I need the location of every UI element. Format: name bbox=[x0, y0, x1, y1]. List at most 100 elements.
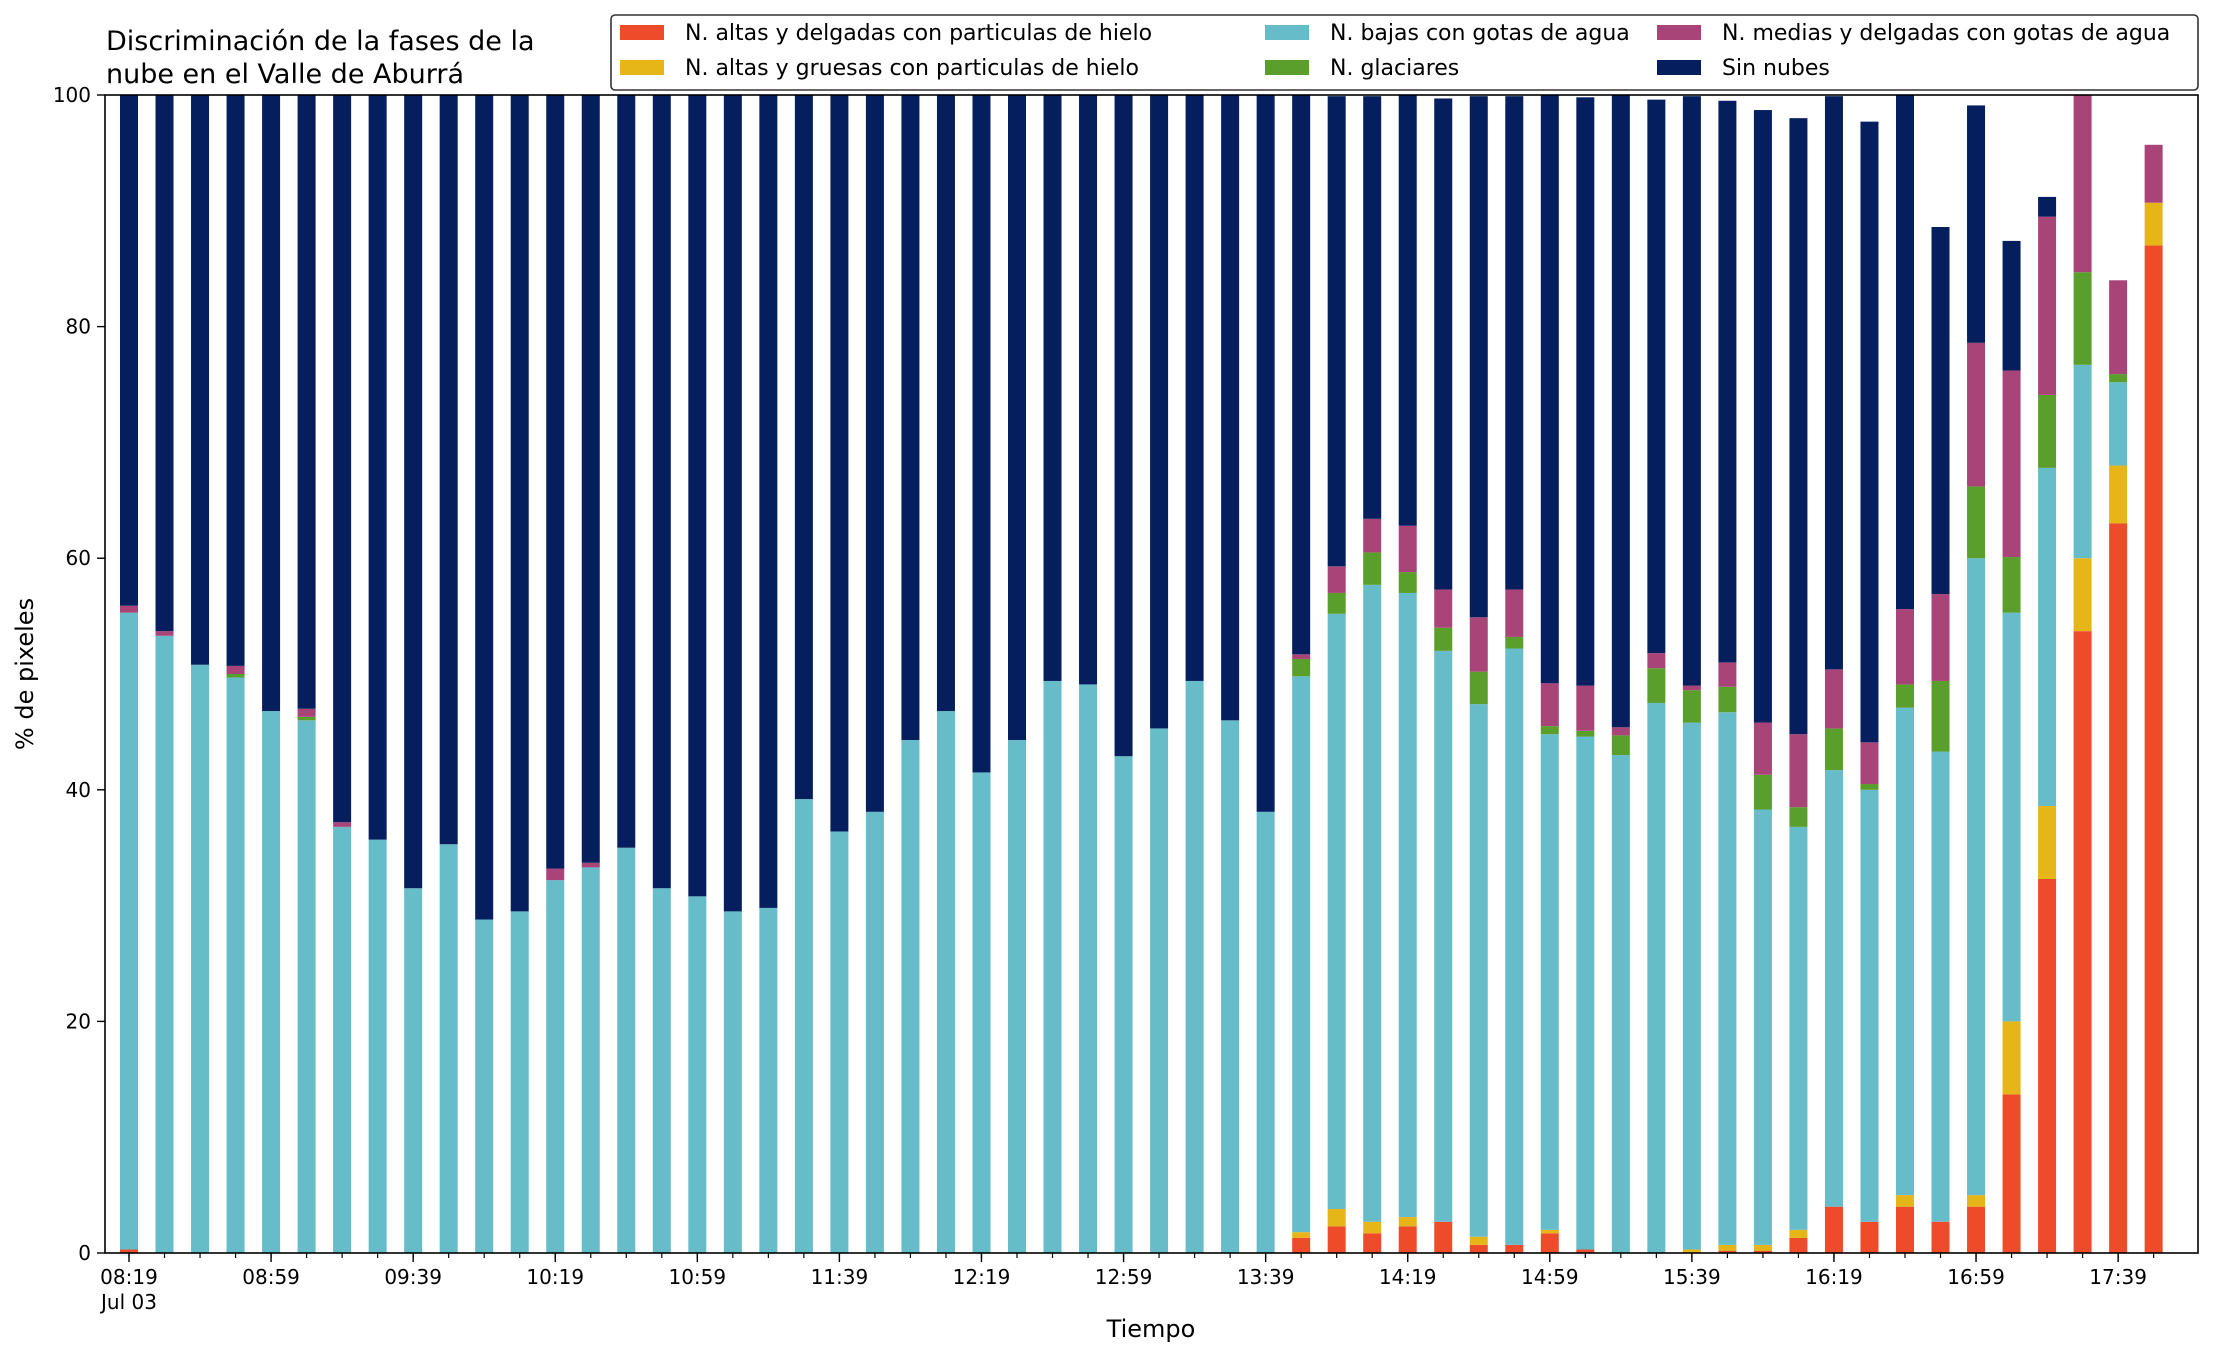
bar-segment bbox=[581, 95, 600, 863]
bar-segment bbox=[1469, 617, 1488, 672]
bar-segment bbox=[723, 95, 742, 912]
bar-segment bbox=[1718, 1250, 1737, 1253]
bar-segment bbox=[1540, 734, 1559, 1230]
bar-segment bbox=[226, 674, 245, 678]
bar-segment bbox=[1292, 1232, 1311, 1238]
bar-segment bbox=[652, 95, 671, 889]
legend-label: N. altas y gruesas con particulas de hie… bbox=[685, 56, 1139, 81]
bar-segment bbox=[1327, 1226, 1346, 1253]
bar-segment bbox=[865, 811, 884, 1253]
bar-segment bbox=[510, 911, 529, 1253]
bar-segment bbox=[1967, 1195, 1986, 1207]
bar-segment bbox=[1931, 1221, 1950, 1253]
bar-segment bbox=[1718, 100, 1737, 663]
bar-segment bbox=[865, 95, 884, 812]
bar-segment bbox=[1753, 722, 1772, 775]
bar-segment bbox=[2109, 523, 2128, 1253]
bar-segment bbox=[936, 711, 955, 1253]
bar-segment bbox=[2144, 245, 2163, 1254]
bar-segment bbox=[1505, 648, 1524, 1245]
bar-segment bbox=[1753, 1244, 1772, 1251]
x-tick-label: 10:59 bbox=[668, 1265, 726, 1289]
bar-segment bbox=[1256, 811, 1275, 1253]
bar-segment bbox=[1931, 227, 1950, 595]
bar-segment bbox=[1327, 566, 1346, 593]
bar-segment bbox=[1718, 712, 1737, 1245]
bar-segment bbox=[1434, 98, 1453, 590]
bar-segment bbox=[1682, 722, 1701, 1250]
bar-segment bbox=[1967, 105, 1986, 343]
bar-segment bbox=[1469, 704, 1488, 1237]
bar-segment bbox=[1505, 1244, 1524, 1253]
bar-segment bbox=[1576, 685, 1595, 731]
bar-segment bbox=[1753, 774, 1772, 810]
bar-segment bbox=[297, 708, 316, 717]
bar-segment bbox=[1896, 95, 1914, 610]
bar-segment bbox=[1824, 669, 1843, 729]
bar-segment bbox=[1327, 1208, 1346, 1227]
bar-segment bbox=[1398, 525, 1417, 573]
bar-segment bbox=[1647, 702, 1666, 1253]
bar-segment bbox=[1469, 1236, 1488, 1245]
legend: N. altas y delgadas con particulas de hi… bbox=[610, 14, 2199, 91]
chart-title-line-2: nube en el Valle de Aburrá bbox=[106, 59, 464, 90]
bar-segment bbox=[2002, 370, 2021, 558]
bar-segment bbox=[1576, 730, 1595, 737]
bar-segment bbox=[262, 95, 281, 712]
y-axis: 0 20 40 60 80 100 bbox=[53, 83, 105, 1265]
legend-label: N. altas y delgadas con particulas de hi… bbox=[685, 21, 1152, 46]
bar-segment bbox=[333, 826, 352, 1253]
bar-segment bbox=[2038, 394, 2057, 468]
bar-segment bbox=[368, 95, 387, 840]
bar-segment bbox=[1292, 95, 1311, 655]
x-tick-label: 15:39 bbox=[1663, 1265, 1721, 1289]
bar-segment bbox=[1753, 1250, 1772, 1253]
bar-segment bbox=[155, 95, 174, 632]
bar-segment bbox=[1789, 1229, 1808, 1238]
x-tick-label: 14:19 bbox=[1379, 1265, 1437, 1289]
bar-segment bbox=[1896, 609, 1914, 685]
bar-segment bbox=[1824, 96, 1843, 670]
bar-segment bbox=[1682, 685, 1701, 691]
bar-segment bbox=[901, 95, 920, 741]
legend-swatch bbox=[620, 60, 664, 75]
bar-segment bbox=[1363, 518, 1382, 553]
bar-segment bbox=[830, 831, 849, 1253]
bar-segment bbox=[1150, 728, 1169, 1253]
bar-segment bbox=[1931, 751, 1950, 1222]
bar-segment bbox=[1647, 668, 1666, 703]
bar-segment bbox=[759, 907, 778, 1253]
bar-segment bbox=[1434, 1221, 1453, 1253]
bar-segment bbox=[1363, 96, 1382, 519]
bar-segment bbox=[1753, 809, 1772, 1245]
bar-segment bbox=[2002, 1021, 2021, 1095]
bar-segment bbox=[1150, 95, 1169, 729]
bar-segment bbox=[759, 95, 778, 908]
x-tick-label: 13:39 bbox=[1237, 1265, 1295, 1289]
legend-label: N. glaciares bbox=[1330, 56, 1459, 81]
bar-segment bbox=[297, 716, 316, 721]
x-tick-label: 16:59 bbox=[1947, 1265, 2005, 1289]
bar-segment bbox=[2038, 196, 2057, 217]
bar-segment bbox=[1043, 680, 1062, 1253]
bar-segment bbox=[1896, 1195, 1914, 1207]
bar-segment bbox=[1327, 592, 1346, 614]
bar-segment bbox=[1718, 686, 1737, 713]
bar-segment bbox=[546, 880, 565, 1253]
bar-segment bbox=[1576, 97, 1595, 686]
bar-segment bbox=[1292, 658, 1311, 677]
bar-segment bbox=[1860, 784, 1879, 790]
bar-segment bbox=[404, 95, 423, 889]
plot-frame bbox=[104, 94, 2199, 1254]
bar-segment bbox=[581, 862, 600, 868]
bar-segment bbox=[1434, 627, 1453, 651]
bar-segment bbox=[1505, 96, 1524, 590]
bar-segment bbox=[1967, 486, 1986, 559]
x-tick-label: 08:19 bbox=[100, 1265, 158, 1289]
bar-segment bbox=[688, 896, 707, 1253]
bar-segment bbox=[1789, 1237, 1808, 1253]
bar-segment bbox=[1043, 95, 1062, 681]
bar-segment bbox=[1611, 755, 1630, 1253]
